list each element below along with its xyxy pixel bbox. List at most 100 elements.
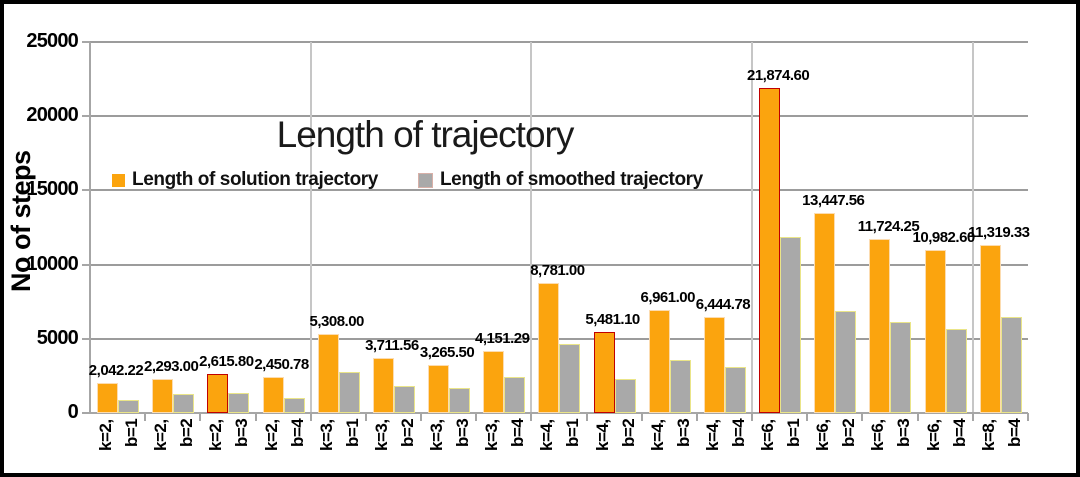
x-axis-tick xyxy=(971,413,974,421)
x-tick-label: k=4, b=4 xyxy=(702,419,748,451)
bar-solution-trajectory xyxy=(759,88,781,413)
bar-smoothed-trajectory xyxy=(614,379,636,413)
bar-smoothed-trajectory xyxy=(1000,316,1022,413)
bar-smoothed-trajectory xyxy=(173,394,195,413)
bar-smoothed-trajectory xyxy=(338,372,360,413)
bar-smoothed-trajectory xyxy=(890,321,912,413)
bar-smoothed-trajectory xyxy=(228,393,250,413)
y-axis-tick xyxy=(82,263,90,266)
x-axis-tick xyxy=(861,413,864,421)
bar-solution-trajectory xyxy=(152,378,174,413)
x-tick-label: k=2, b=4 xyxy=(261,419,307,451)
data-label: 2,450.78 xyxy=(254,355,309,373)
chart-title: Length of trajectory xyxy=(276,114,575,155)
bar-smoothed-trajectory xyxy=(449,388,471,413)
x-tick-label: k=3, b=1 xyxy=(316,419,362,451)
bar-solution-trajectory xyxy=(317,334,339,413)
bar-smoothed-trajectory xyxy=(283,397,305,413)
bar-solution-trajectory xyxy=(593,331,615,413)
x-axis-tick xyxy=(530,413,533,421)
data-label: 4,151.29 xyxy=(475,330,530,348)
bar-solution-trajectory xyxy=(262,376,284,413)
y-axis-tick xyxy=(82,189,90,192)
x-tick-label: k=8, b=4 xyxy=(978,419,1024,451)
legend-label-smoothed: Length of smoothed trajectory xyxy=(439,169,703,190)
data-label: 11,319.33 xyxy=(968,224,1030,242)
x-axis-tick xyxy=(806,413,809,421)
x-tick-label: k=2, b=3 xyxy=(206,419,252,451)
bar-solution-trajectory xyxy=(97,382,118,413)
gridline xyxy=(90,41,1028,43)
bar-smoothed-trajectory xyxy=(780,237,802,413)
data-label: 13,447.56 xyxy=(802,192,865,210)
x-tick-label: k=4, b=3 xyxy=(647,419,693,451)
x-tick-label: k=3, b=3 xyxy=(427,419,473,451)
x-axis-tick xyxy=(254,413,257,421)
x-tick-label: k=3, b=4 xyxy=(482,419,528,451)
x-axis-tick xyxy=(420,413,423,421)
group-separator xyxy=(971,42,974,413)
y-axis-tick xyxy=(82,115,90,118)
legend: Length of solution trajectory Length of … xyxy=(112,169,703,191)
x-axis-tick xyxy=(1027,413,1029,421)
bar-solution-trajectory xyxy=(814,213,836,413)
data-label: 8,781.00 xyxy=(530,261,585,279)
bar-smoothed-trajectory xyxy=(669,360,691,413)
x-axis-tick xyxy=(144,413,147,421)
data-label: 3,265.50 xyxy=(419,343,475,361)
x-tick-label: k=6, b=1 xyxy=(758,419,804,451)
bar-solution-trajectory xyxy=(979,245,1001,413)
bar-smoothed-trajectory xyxy=(118,399,139,413)
x-tick-label: k=6, b=4 xyxy=(923,419,969,451)
y-tick-label: 15000 xyxy=(26,178,78,201)
y-tick-label: 5000 xyxy=(36,326,79,349)
bar-smoothed-trajectory xyxy=(393,386,415,413)
x-tick-label: k=2, b=1 xyxy=(96,419,141,451)
data-label: 21,874.60 xyxy=(746,67,810,85)
bar-smoothed-trajectory xyxy=(945,329,967,413)
data-label: 2,615.80 xyxy=(199,353,254,371)
x-axis-tick xyxy=(585,413,588,421)
data-label: 5,481.10 xyxy=(585,310,640,328)
data-label: 3,711.56 xyxy=(365,336,419,354)
x-axis-tick xyxy=(695,413,698,421)
x-axis-tick xyxy=(364,413,367,421)
bar-solution-trajectory xyxy=(428,364,450,413)
x-axis-tick xyxy=(916,413,919,421)
bar-solution-trajectory xyxy=(207,374,229,413)
legend-swatch-smoothed-icon xyxy=(417,172,433,188)
y-axis-title: No of steps xyxy=(6,150,36,292)
data-label: 5,308.00 xyxy=(309,313,365,331)
x-axis-line xyxy=(89,412,1028,414)
gridline xyxy=(90,115,1028,118)
bar-smoothed-trajectory xyxy=(559,343,581,413)
x-tick-label: k=3, b=2 xyxy=(371,419,417,451)
x-axis-tick xyxy=(199,413,202,421)
bar-solution-trajectory xyxy=(372,357,394,413)
group-separator xyxy=(751,42,754,413)
data-label: 2,042.22 xyxy=(88,361,144,379)
bar-solution-trajectory xyxy=(538,282,560,413)
x-axis-tick xyxy=(309,413,312,421)
bar-solution-trajectory xyxy=(648,309,670,413)
data-label: 10,982.60 xyxy=(912,229,976,247)
bar-smoothed-trajectory xyxy=(835,310,857,413)
gridline xyxy=(90,263,1028,266)
y-tick-label: 0 xyxy=(67,401,79,423)
x-axis-tick xyxy=(640,413,643,421)
data-label: 2,293.00 xyxy=(143,357,199,375)
bar-solution-trajectory xyxy=(703,317,725,413)
x-tick-label: k=4, b=1 xyxy=(537,419,583,451)
legend-swatch-solution-icon xyxy=(112,173,125,187)
legend-label-solution: Length of solution trajectory xyxy=(132,169,378,190)
x-axis-tick xyxy=(475,413,478,421)
bar-smoothed-trajectory xyxy=(504,377,526,413)
gridline xyxy=(90,189,1028,192)
x-tick-label: k=6, b=3 xyxy=(868,419,914,451)
y-axis-tick xyxy=(82,41,90,43)
x-tick-label: k=6, b=2 xyxy=(813,419,859,451)
y-axis-tick xyxy=(82,412,90,414)
y-tick-label: 20000 xyxy=(26,104,78,127)
y-axis-tick xyxy=(82,337,90,340)
